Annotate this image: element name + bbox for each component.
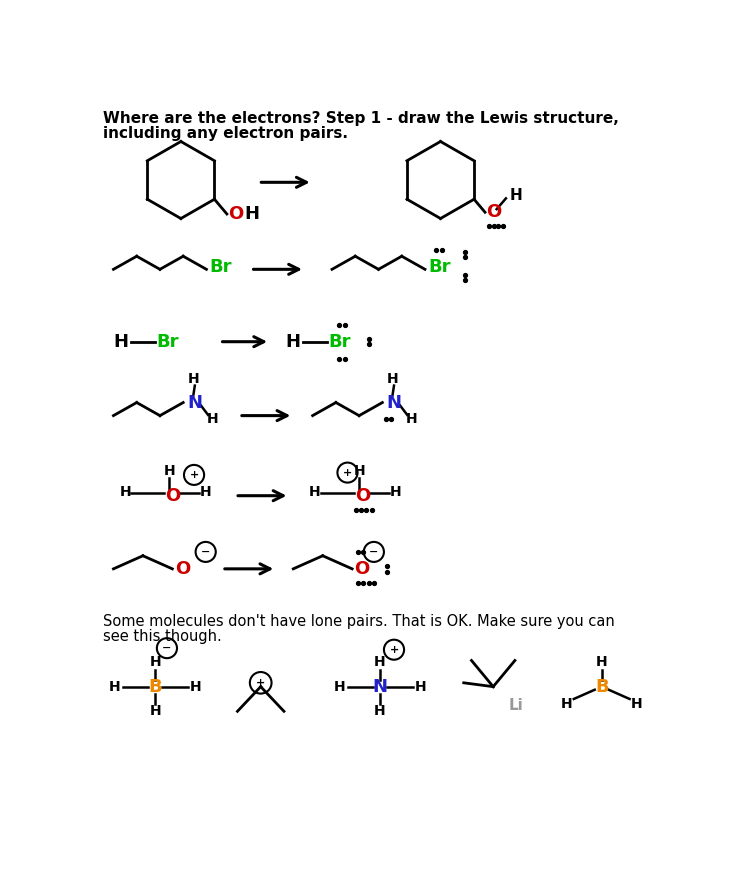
Text: Where are the electrons? Step 1 - draw the Lewis structure,: Where are the electrons? Step 1 - draw t… bbox=[103, 110, 619, 126]
Text: H: H bbox=[200, 484, 211, 499]
Text: N: N bbox=[386, 393, 401, 412]
Text: O: O bbox=[165, 487, 181, 505]
Text: H: H bbox=[596, 655, 608, 669]
Text: H: H bbox=[334, 680, 346, 694]
Text: O: O bbox=[228, 205, 243, 223]
Text: see this though.: see this though. bbox=[103, 629, 222, 644]
Text: H: H bbox=[187, 372, 199, 386]
Text: H: H bbox=[510, 187, 523, 202]
Text: H: H bbox=[109, 680, 121, 694]
Text: Li: Li bbox=[509, 698, 524, 713]
Text: Br: Br bbox=[156, 332, 178, 351]
Text: H: H bbox=[374, 655, 386, 669]
Text: H: H bbox=[415, 680, 426, 694]
Text: H: H bbox=[406, 413, 418, 426]
Text: H: H bbox=[374, 705, 386, 719]
Text: H: H bbox=[150, 705, 161, 719]
Text: +: + bbox=[389, 644, 399, 655]
Text: including any electron pairs.: including any electron pairs. bbox=[103, 126, 349, 141]
Text: O: O bbox=[486, 203, 501, 221]
Text: H: H bbox=[286, 332, 300, 351]
Text: H: H bbox=[244, 205, 260, 223]
Text: H: H bbox=[114, 332, 128, 351]
Text: H: H bbox=[190, 680, 201, 694]
Text: H: H bbox=[309, 484, 321, 499]
Text: H: H bbox=[387, 372, 399, 386]
Text: B: B bbox=[148, 678, 162, 696]
Text: Br: Br bbox=[328, 332, 351, 351]
Text: O: O bbox=[175, 560, 190, 578]
Text: +: + bbox=[343, 468, 352, 477]
Text: +: + bbox=[189, 470, 199, 480]
Text: N: N bbox=[373, 678, 388, 696]
Text: −: − bbox=[201, 547, 211, 557]
Text: Br: Br bbox=[428, 258, 451, 276]
Text: H: H bbox=[353, 464, 365, 478]
Text: H: H bbox=[119, 484, 131, 499]
Text: Some molecules don't have lone pairs. That is OK. Make sure you can: Some molecules don't have lone pairs. Th… bbox=[103, 613, 615, 629]
Text: B: B bbox=[595, 678, 608, 696]
Text: Br: Br bbox=[209, 258, 232, 276]
Text: N: N bbox=[187, 393, 202, 412]
Text: H: H bbox=[164, 464, 175, 478]
Text: H: H bbox=[207, 413, 219, 426]
Text: H: H bbox=[631, 697, 642, 711]
Text: H: H bbox=[561, 697, 573, 711]
Text: +: + bbox=[256, 678, 265, 688]
Text: O: O bbox=[355, 560, 370, 578]
Text: −: − bbox=[369, 547, 379, 557]
Text: H: H bbox=[390, 484, 401, 499]
Text: O: O bbox=[355, 487, 371, 505]
Text: −: − bbox=[162, 644, 172, 653]
Text: H: H bbox=[150, 655, 161, 669]
